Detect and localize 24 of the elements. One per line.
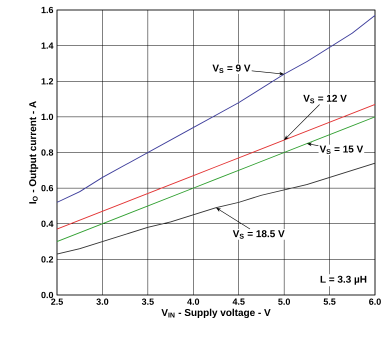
x-tick-label: 3.0 [96, 298, 108, 305]
x-tick-label: 5.0 [278, 298, 290, 305]
y-tick-label: 0.6 [41, 184, 54, 192]
x-tick-label: 4.0 [187, 298, 200, 305]
x-tick-label: 6.0 [369, 298, 381, 305]
x-tick-label: 5.5 [324, 298, 336, 305]
text: V$_{S}$ = 18.5 V [232, 230, 285, 239]
y-tick-label: 0.2 [41, 256, 54, 263]
series-label: V$_{S}$ = 9 V [212, 64, 250, 74]
x-tick-label: 3.5 [142, 298, 154, 305]
y-tick-label: 1.0 [42, 114, 54, 120]
y-tick-label: 1.2 [42, 78, 54, 84]
y-axis-title: I$_{O}$ - Output current - A [29, 101, 38, 204]
y-tick-label: 1.4 [42, 42, 54, 49]
x-tick-label: 4.5 [232, 298, 245, 305]
series-label: V$_{S}$ = 15 V [320, 146, 364, 154]
y-tick-label: 0.8 [41, 149, 54, 156]
y-tick-label: 0.4 [41, 220, 54, 227]
y-tick-label: 0.0 [41, 292, 54, 298]
series-label: V$_{S}$ = 12 V [303, 94, 347, 104]
x-tick-label: 2.5 [51, 298, 63, 305]
x-axis-title: V$_{IN}$ - Supply voltage - V [161, 308, 271, 318]
annotation: L = 3.3 µH [320, 276, 366, 285]
y-tick-label: 1.6 [42, 6, 54, 14]
